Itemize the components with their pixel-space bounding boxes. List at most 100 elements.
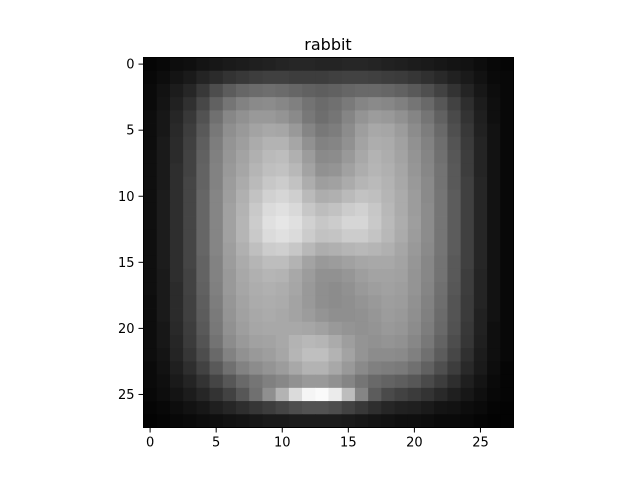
heatmap-cell (434, 414, 448, 428)
heatmap-cell (434, 374, 448, 389)
heatmap-cell (143, 110, 158, 124)
heatmap-cell (447, 414, 462, 428)
heatmap-cell (143, 308, 158, 323)
heatmap-cell (262, 216, 277, 230)
x-tick-label: 20 (406, 436, 423, 451)
heatmap-cell (262, 414, 277, 428)
heatmap-cell (156, 255, 171, 270)
heatmap-cell (302, 401, 316, 415)
heatmap-cell (421, 295, 435, 309)
x-tick-label: 0 (146, 436, 154, 451)
heatmap-cell (262, 176, 277, 191)
heatmap-cell (183, 374, 197, 389)
heatmap-cell (236, 202, 250, 217)
heatmap-cell (341, 282, 356, 296)
y-tick-label: 10 (118, 190, 135, 205)
heatmap-cell (447, 321, 462, 336)
heatmap-cell (434, 57, 448, 72)
heatmap-cell (156, 414, 171, 428)
heatmap-cell (196, 136, 210, 151)
heatmap-cell (341, 123, 356, 138)
heatmap-cell (196, 242, 210, 257)
x-tick-label: 15 (340, 436, 357, 451)
heatmap-cell (354, 202, 369, 217)
heatmap-cell (315, 401, 329, 415)
heatmap-cell (473, 136, 488, 151)
heatmap-cell (394, 348, 409, 362)
heatmap-cell (460, 335, 475, 349)
heatmap-cell (341, 268, 356, 283)
heatmap-cell (500, 57, 514, 72)
heatmap-cell (222, 176, 237, 191)
heatmap-cell (407, 97, 422, 111)
heatmap-cell (156, 136, 171, 151)
heatmap-cell (447, 150, 462, 164)
heatmap-cell (473, 150, 488, 164)
heatmap-cell (500, 110, 514, 124)
heatmap-cell (354, 136, 369, 151)
heatmap-cell (315, 255, 329, 270)
heatmap-cell (381, 136, 395, 151)
heatmap-cell (275, 321, 290, 336)
heatmap-cell (315, 163, 329, 177)
heatmap-cell (341, 229, 356, 243)
heatmap-cell (236, 123, 250, 138)
heatmap-cell (209, 229, 224, 243)
heatmap-cell (156, 308, 171, 323)
heatmap-cell (302, 216, 316, 230)
heatmap-cell (249, 83, 263, 98)
heatmap-cell (487, 414, 501, 428)
heatmap-cell (262, 361, 277, 376)
heatmap-cell (381, 361, 395, 376)
heatmap-cell (421, 83, 435, 98)
heatmap-cell (302, 308, 316, 323)
heatmap-cell (421, 57, 435, 72)
heatmap-cell (368, 163, 382, 177)
heatmap-cell (262, 229, 277, 243)
heatmap-cell (407, 123, 422, 138)
heatmap-cell (328, 70, 343, 85)
heatmap-cell (460, 321, 475, 336)
heatmap-cell (169, 57, 184, 72)
heatmap-cell (196, 374, 210, 389)
heatmap-cell (249, 282, 263, 296)
heatmap-cell (183, 70, 197, 85)
heatmap-cell (473, 83, 488, 98)
heatmap-cell (196, 308, 210, 323)
heatmap-cell (368, 189, 382, 204)
heatmap-cell (407, 70, 422, 85)
heatmap-cell (222, 348, 237, 362)
heatmap-cell (460, 401, 475, 415)
heatmap-cell (262, 189, 277, 204)
heatmap-cell (434, 348, 448, 362)
heatmap-cell (262, 97, 277, 111)
heatmap-cell (183, 361, 197, 376)
heatmap-cell (460, 282, 475, 296)
heatmap-cell (209, 374, 224, 389)
heatmap-cell (341, 308, 356, 323)
heatmap-cell (143, 361, 158, 376)
heatmap-cell (143, 163, 158, 177)
heatmap-cell (460, 255, 475, 270)
heatmap-cell (421, 163, 435, 177)
heatmap-cell (302, 202, 316, 217)
heatmap-cell (368, 136, 382, 151)
heatmap-cell (487, 97, 501, 111)
heatmap-cell (407, 401, 422, 415)
heatmap-cell (315, 348, 329, 362)
heatmap-cell (169, 335, 184, 349)
heatmap-cell (183, 295, 197, 309)
heatmap-cell (473, 387, 488, 402)
heatmap-cell (222, 163, 237, 177)
heatmap-cell (222, 295, 237, 309)
heatmap-cell (196, 387, 210, 402)
heatmap-cell (315, 70, 329, 85)
heatmap-cell (236, 57, 250, 72)
heatmap-cell (275, 229, 290, 243)
heatmap-cell (196, 282, 210, 296)
heatmap-cell (368, 97, 382, 111)
heatmap-cell (222, 268, 237, 283)
heatmap-cell (447, 70, 462, 85)
heatmap-cell (341, 176, 356, 191)
heatmap-cell (421, 255, 435, 270)
